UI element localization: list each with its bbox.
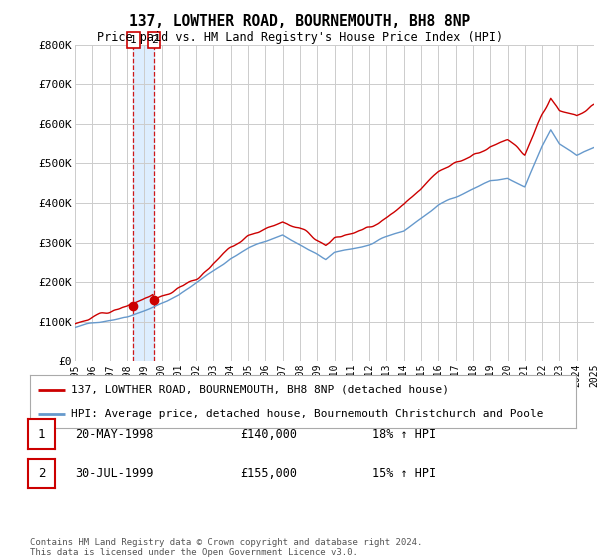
Text: 18% ↑ HPI: 18% ↑ HPI <box>372 427 436 441</box>
Text: 1: 1 <box>130 35 137 45</box>
Text: 1: 1 <box>38 427 46 441</box>
Text: 20-MAY-1998: 20-MAY-1998 <box>75 427 154 441</box>
Text: Price paid vs. HM Land Registry's House Price Index (HPI): Price paid vs. HM Land Registry's House … <box>97 31 503 44</box>
Text: 15% ↑ HPI: 15% ↑ HPI <box>372 466 436 480</box>
Text: 137, LOWTHER ROAD, BOURNEMOUTH, BH8 8NP: 137, LOWTHER ROAD, BOURNEMOUTH, BH8 8NP <box>130 14 470 29</box>
Text: 2: 2 <box>38 466 46 480</box>
Text: HPI: Average price, detached house, Bournemouth Christchurch and Poole: HPI: Average price, detached house, Bour… <box>71 409 544 419</box>
Text: 137, LOWTHER ROAD, BOURNEMOUTH, BH8 8NP (detached house): 137, LOWTHER ROAD, BOURNEMOUTH, BH8 8NP … <box>71 385 449 395</box>
Text: 2: 2 <box>151 35 158 45</box>
Text: £140,000: £140,000 <box>240 427 297 441</box>
Text: Contains HM Land Registry data © Crown copyright and database right 2024.
This d: Contains HM Land Registry data © Crown c… <box>30 538 422 557</box>
Text: £155,000: £155,000 <box>240 466 297 480</box>
Text: 30-JUL-1999: 30-JUL-1999 <box>75 466 154 480</box>
Bar <box>133 45 154 361</box>
